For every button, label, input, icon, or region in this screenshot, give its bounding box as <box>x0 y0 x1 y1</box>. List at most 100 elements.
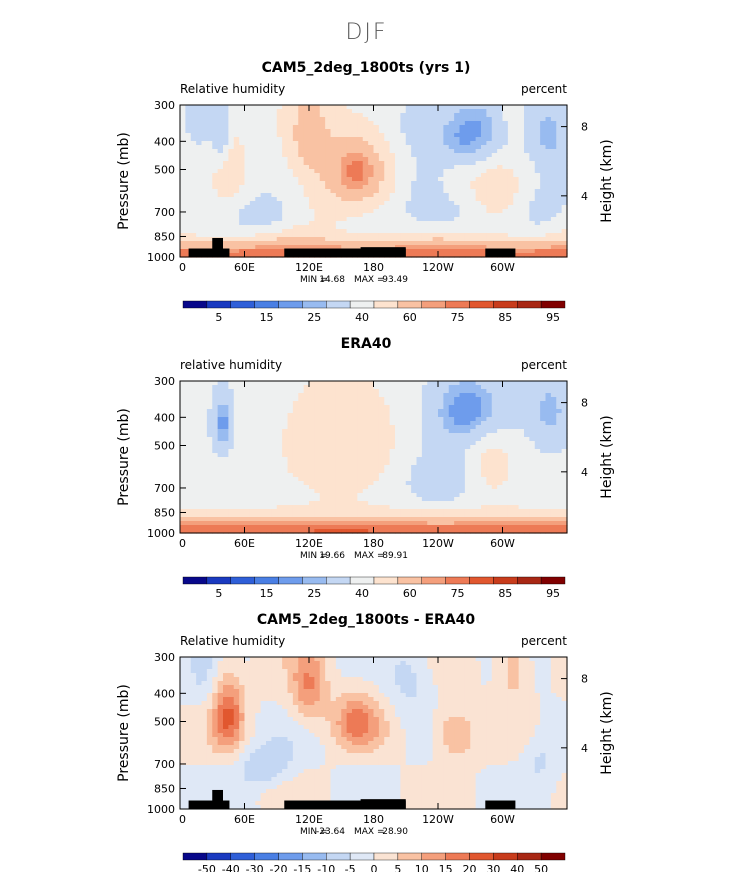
heatmap-cell <box>266 105 272 110</box>
heatmap-cell <box>411 197 418 202</box>
heatmap-cell <box>314 197 321 202</box>
heatmap-cell <box>276 457 283 462</box>
heatmap-cell <box>497 121 504 126</box>
heatmap-cell <box>561 429 568 434</box>
heatmap-cell <box>314 429 321 434</box>
heatmap-cell <box>341 245 348 250</box>
heatmap-cell <box>357 405 364 410</box>
heatmap-cell <box>395 145 401 150</box>
heatmap-cell <box>357 485 364 490</box>
heatmap-cell <box>249 493 256 498</box>
heatmap-cell <box>486 109 493 114</box>
heatmap-cell <box>196 441 203 446</box>
heatmap-cell <box>255 381 262 386</box>
heatmap-cell <box>319 433 326 438</box>
heatmap-cell <box>438 161 444 166</box>
heatmap-cell <box>470 129 477 134</box>
heatmap-cell <box>282 397 289 402</box>
heatmap-cell <box>518 481 525 486</box>
heatmap-cell <box>185 461 192 466</box>
heatmap-cell <box>303 385 310 390</box>
heatmap-cell <box>475 173 482 178</box>
heatmap-cell <box>276 181 283 186</box>
heatmap-cell <box>255 397 262 402</box>
heatmap-cell <box>481 125 487 130</box>
heatmap-cell <box>470 409 477 414</box>
heatmap-cell <box>507 201 514 206</box>
heatmap-cell <box>217 421 224 426</box>
heatmap-cell <box>378 485 385 490</box>
heatmap-cell <box>438 181 444 186</box>
heatmap-cell <box>550 229 557 234</box>
units-label: percent <box>521 82 567 96</box>
heatmap-cell <box>303 481 310 486</box>
heatmap-cell <box>325 121 332 126</box>
heatmap-cell <box>491 125 498 130</box>
heatmap-cell <box>416 409 423 414</box>
heatmap-cell <box>362 445 369 450</box>
heatmap-cell <box>196 213 203 218</box>
heatmap-cell <box>556 433 563 438</box>
heatmap-cell <box>507 425 514 430</box>
heatmap-cell <box>206 241 213 246</box>
heatmap-cell <box>502 241 509 246</box>
heatmap-cell <box>507 129 514 134</box>
heatmap-cell <box>454 429 461 434</box>
heatmap-cell <box>233 381 240 386</box>
heatmap-cell <box>185 425 192 430</box>
heatmap-cell <box>443 149 450 154</box>
heatmap-cell <box>196 245 203 250</box>
heatmap-cell <box>271 493 278 498</box>
heatmap-cell <box>491 185 498 190</box>
heatmap-cell <box>395 125 401 130</box>
heatmap-cell <box>196 381 203 386</box>
heatmap-cell <box>282 129 289 134</box>
heatmap-cell <box>545 449 552 454</box>
heatmap-cell <box>282 137 289 142</box>
heatmap-cell <box>239 481 246 486</box>
heatmap-cell <box>545 177 552 182</box>
heatmap-cell <box>534 469 541 474</box>
heatmap-cell <box>405 493 412 498</box>
heatmap-cell <box>540 253 547 258</box>
heatmap-cell <box>454 485 461 490</box>
heatmap-cell <box>384 109 391 114</box>
heatmap-cell <box>507 181 514 186</box>
heatmap-cell <box>421 225 428 230</box>
heatmap-cell <box>368 485 375 490</box>
heatmap-cell <box>470 173 477 178</box>
heatmap-cell <box>416 229 423 234</box>
heatmap-cell <box>212 453 219 458</box>
heatmap-cell <box>540 173 547 178</box>
heatmap-cell <box>185 389 192 394</box>
heatmap-cell <box>378 437 385 442</box>
heatmap-cell <box>239 197 246 202</box>
heatmap-cell <box>507 233 514 238</box>
heatmap-cell <box>319 185 326 190</box>
heatmap-cell <box>405 137 412 142</box>
heatmap-cell <box>491 209 498 214</box>
heatmap-cell <box>405 117 412 122</box>
heatmap-cell <box>362 149 369 154</box>
heatmap-cell <box>201 425 208 430</box>
heatmap-cell <box>395 129 401 134</box>
heatmap-cell <box>513 177 520 182</box>
heatmap-cell <box>249 437 256 442</box>
heatmap-cell <box>545 121 552 126</box>
heatmap-cell <box>475 137 482 142</box>
heatmap-cell <box>325 465 332 470</box>
heatmap-cell <box>309 113 315 118</box>
heatmap-cell <box>416 249 423 254</box>
heatmap-cell <box>534 121 541 126</box>
heatmap-cell <box>341 401 348 406</box>
heatmap-cell <box>529 425 536 430</box>
heatmap-cell <box>244 485 251 490</box>
heatmap-cell <box>497 129 504 134</box>
heatmap-cell <box>223 185 229 190</box>
heatmap-cell <box>180 501 186 506</box>
heatmap-cell <box>249 429 256 434</box>
heatmap-cell <box>180 165 186 170</box>
heatmap-cell <box>502 125 509 130</box>
heatmap-cell <box>266 161 272 166</box>
heatmap-cell <box>335 105 342 110</box>
